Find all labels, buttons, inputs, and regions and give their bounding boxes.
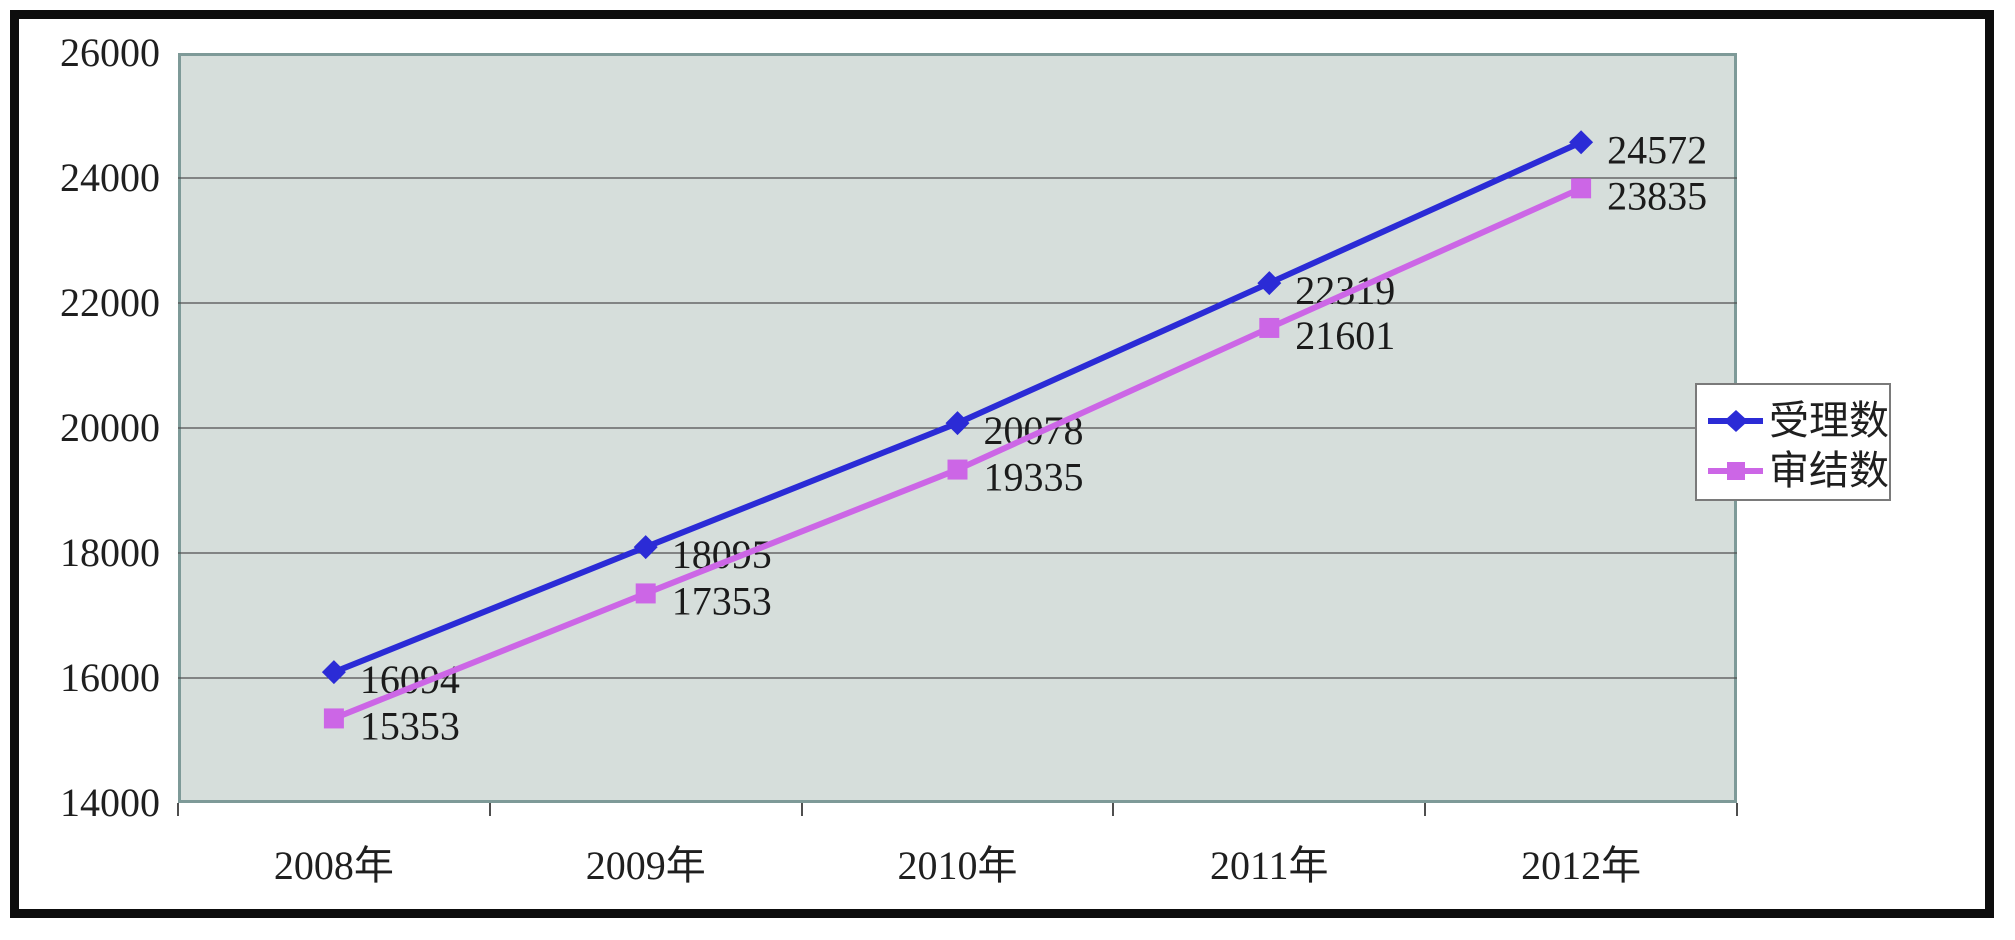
data-point-marker	[635, 583, 656, 604]
x-axis-tick	[1424, 803, 1427, 816]
data-point-marker	[1259, 317, 1280, 338]
data-point-marker	[1569, 130, 1594, 155]
legend-line-square-icon	[1708, 462, 1763, 480]
legend-label-series-0: 受理数	[1769, 398, 1889, 443]
y-axis-tick-label: 20000	[60, 405, 160, 450]
data-point-label: 20078	[984, 408, 1084, 453]
data-point-marker	[321, 660, 346, 685]
data-point-marker	[1257, 271, 1282, 296]
x-axis-tick	[1736, 803, 1738, 816]
data-point-label: 21601	[1295, 313, 1395, 358]
legend-item-series-1: 审结数	[1697, 446, 1889, 496]
data-point-label: 19335	[984, 455, 1084, 500]
y-axis-tick-label: 16000	[60, 655, 160, 700]
legend-item-series-0: 受理数	[1697, 396, 1889, 446]
x-axis-category-label: 2011年	[1210, 843, 1329, 888]
x-axis-tick	[488, 803, 491, 816]
x-axis-category-label: 2010年	[897, 843, 1018, 888]
x-axis-tick	[800, 803, 803, 816]
data-point-label: 17353	[672, 578, 772, 623]
y-axis-tick-label: 14000	[60, 780, 160, 825]
data-point-label: 16094	[360, 657, 460, 702]
x-axis-category-label: 2008年	[273, 843, 394, 888]
data-point-marker	[947, 459, 968, 480]
series-line-0	[330, 139, 1585, 676]
data-point-label: 18095	[672, 532, 772, 577]
x-axis-category-label: 2012年	[1521, 843, 1642, 888]
x-axis-category-label: 2009年	[585, 843, 706, 888]
data-point-marker	[633, 535, 658, 560]
y-axis-tick-label: 22000	[60, 280, 160, 325]
legend-line-diamond-icon	[1708, 410, 1763, 432]
y-axis-tick-label: 24000	[60, 155, 160, 200]
legend: 受理数 审结数	[1695, 383, 1891, 501]
data-point-marker	[945, 411, 970, 436]
data-point-marker	[1571, 178, 1592, 199]
data-point-label: 15353	[360, 703, 460, 748]
data-point-label: 23835	[1607, 173, 1707, 218]
x-axis-tick	[1112, 803, 1115, 816]
data-point-label: 24572	[1607, 127, 1707, 172]
data-point-marker	[323, 708, 344, 729]
y-axis-tick-label: 18000	[60, 530, 160, 575]
legend-label-series-1: 审结数	[1769, 448, 1889, 493]
x-axis-tick	[177, 803, 179, 816]
y-axis-tick-label: 26000	[60, 30, 160, 75]
line-chart: 1609418095200782231924572153531735319335…	[178, 127, 1737, 748]
